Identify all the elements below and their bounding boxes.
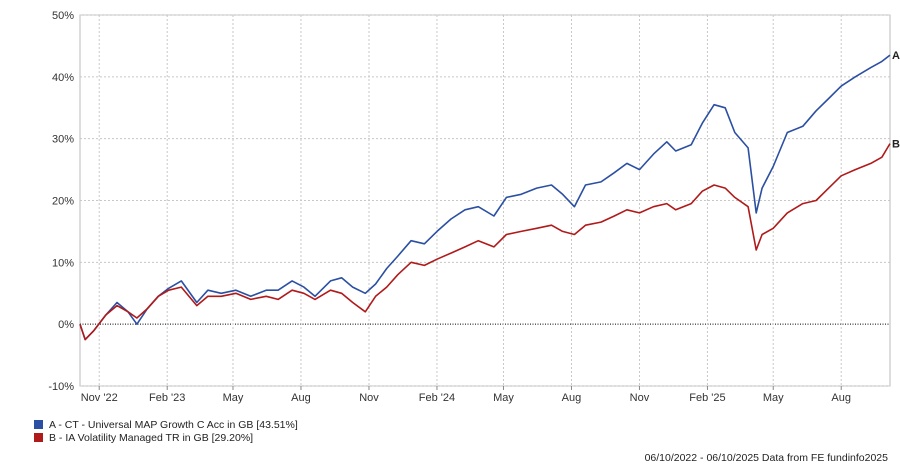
y-tick-label: 20% bbox=[52, 196, 74, 208]
legend-item-b: B - IA Volatility Managed TR in GB [29.2… bbox=[34, 431, 298, 444]
x-tick-label: May bbox=[493, 392, 514, 404]
y-tick-label: 50% bbox=[52, 10, 74, 22]
x-tick-label: Feb '23 bbox=[149, 392, 185, 404]
y-tick-label: 30% bbox=[52, 134, 74, 146]
legend: A - CT - Universal MAP Growth C Acc in G… bbox=[34, 418, 298, 444]
y-tick-label: 10% bbox=[52, 257, 74, 269]
x-tick-label: Aug bbox=[291, 392, 311, 404]
legend-swatch-a bbox=[34, 420, 43, 429]
legend-label-a: A - CT - Universal MAP Growth C Acc in G… bbox=[49, 418, 298, 431]
x-tick-label: Nov bbox=[359, 392, 379, 404]
series-end-label-b: B bbox=[892, 139, 900, 151]
x-tick-label: May bbox=[223, 392, 244, 404]
series-line-b bbox=[79, 143, 891, 341]
x-tick-label: May bbox=[763, 392, 784, 404]
legend-label-b: B - IA Volatility Managed TR in GB [29.2… bbox=[49, 431, 254, 444]
x-tick-label: Aug bbox=[831, 392, 851, 404]
x-tick-label: Nov '22 bbox=[81, 392, 118, 404]
x-tick-label: Feb '25 bbox=[689, 392, 725, 404]
legend-item-a: A - CT - Universal MAP Growth C Acc in G… bbox=[34, 418, 298, 431]
date-range-source: 06/10/2022 - 06/10/2025 Data from FE fun… bbox=[644, 452, 888, 464]
x-tick-label: Aug bbox=[562, 392, 582, 404]
legend-swatch-b bbox=[34, 433, 43, 442]
series-line-a bbox=[79, 54, 891, 341]
y-tick-label: 40% bbox=[52, 72, 74, 84]
x-tick-label: Nov bbox=[630, 392, 650, 404]
series-end-label-a: A bbox=[892, 50, 900, 62]
y-tick-label: -10% bbox=[48, 381, 74, 393]
x-tick-label: Feb '24 bbox=[419, 392, 455, 404]
y-tick-label: 0% bbox=[58, 319, 74, 331]
